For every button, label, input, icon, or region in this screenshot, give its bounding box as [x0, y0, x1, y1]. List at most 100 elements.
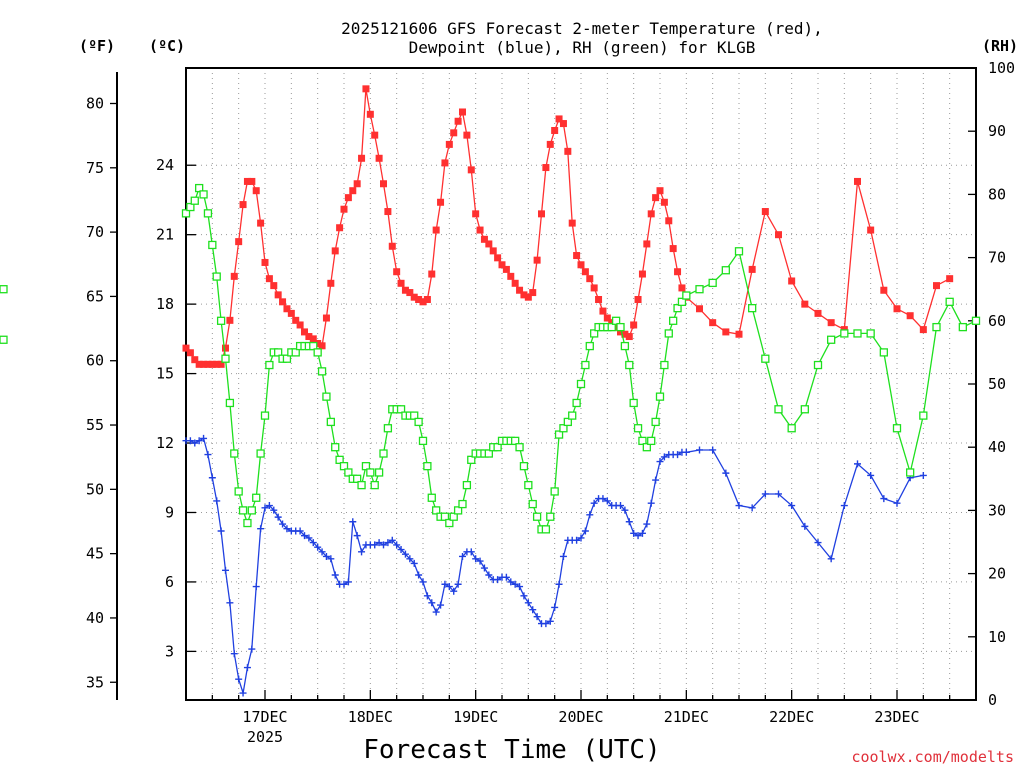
dewpoint-point: [625, 518, 633, 526]
dewpoint-line: [186, 437, 924, 694]
rh-point: [673, 304, 682, 313]
rh-point: [550, 487, 559, 496]
rh-tick-label: 50: [988, 375, 1006, 393]
celsius-tick-label: 12: [156, 434, 174, 452]
temperature-point: [854, 177, 861, 185]
tick-labels: 3 6 9 12 15 18 21 24 35 40 45 50 55 60 65 70 75 80 0 10 20 30…: [86, 59, 1015, 746]
temperature-point: [722, 328, 730, 336]
rh-point: [669, 316, 678, 325]
dewpoint-point: [814, 539, 822, 547]
rh-point: [853, 329, 862, 338]
dewpoint-point: [415, 571, 423, 579]
temperature-point: [441, 159, 449, 167]
celsius-tick-label: 6: [165, 573, 174, 591]
temperature-point: [301, 328, 308, 336]
credit-link[interactable]: coolwx.com/modelts: [851, 748, 1014, 766]
dewpoint-point: [200, 434, 208, 442]
dewpoint-point: [652, 476, 660, 484]
rh-series: [0, 183, 981, 534]
rh-point: [357, 480, 366, 490]
dewpoint-point: [441, 580, 449, 588]
dewpoint-point: [867, 471, 875, 479]
temperature-point: [423, 296, 431, 304]
temperature-point: [586, 275, 594, 283]
rh-point: [734, 247, 744, 256]
dewpoint-point: [375, 539, 383, 547]
rh-tick-label: 70: [988, 249, 1006, 267]
temperature-point: [634, 296, 642, 304]
rh-point: [695, 285, 704, 294]
dewpoint-point: [682, 448, 690, 456]
temperature-point: [415, 296, 423, 304]
temperature-point: [336, 224, 344, 232]
rh-point: [467, 455, 476, 464]
temperature-point: [283, 305, 291, 313]
rh-point: [396, 405, 406, 414]
dewpoint-point: [621, 506, 629, 514]
fahrenheit-tick-label: 50: [86, 480, 104, 498]
temperature-point: [195, 360, 203, 368]
dewpoint-point: [775, 490, 782, 498]
rh-point: [682, 291, 691, 300]
rh-point: [563, 417, 572, 427]
rh-point: [339, 462, 349, 471]
rh-point: [190, 196, 199, 205]
rh-point: [840, 329, 849, 338]
rh-point: [462, 480, 472, 490]
rh-point: [186, 202, 195, 212]
dewpoint-point: [472, 555, 480, 563]
rh-point: [625, 360, 634, 370]
dewpoint-point: [239, 689, 247, 697]
dewpoint-point: [660, 453, 668, 461]
temperature-point: [551, 127, 559, 135]
data-series: [0, 85, 981, 697]
plot-frame: [185, 67, 977, 701]
dewpoint-point: [265, 502, 273, 510]
dewpoint-point: [467, 548, 475, 556]
rh-point: [274, 348, 283, 357]
temperature-point: [314, 339, 322, 347]
dewpoint-point: [634, 532, 642, 540]
rh-point: [370, 480, 379, 490]
rh-point: [647, 436, 656, 446]
temperature-point: [186, 349, 194, 357]
temperature-point: [235, 238, 243, 246]
rh-point: [414, 417, 423, 427]
temperature-point: [204, 360, 212, 368]
temperature-point: [595, 296, 603, 304]
rh-point: [0, 285, 8, 294]
temperature-point: [625, 333, 633, 341]
rh-point: [353, 474, 362, 483]
dewpoint-point: [511, 580, 519, 588]
rh-point: [212, 272, 221, 281]
dewpoint-point: [344, 578, 352, 586]
dewpoint-point: [243, 664, 251, 672]
celsius-tick-label: 3: [165, 642, 174, 660]
dewpoint-point: [445, 583, 453, 591]
rh-point: [260, 411, 270, 420]
temperature-point: [375, 154, 383, 162]
temperature-point: [652, 194, 660, 202]
fahrenheit-tick-label: 60: [86, 352, 104, 370]
rh-point: [181, 209, 191, 218]
rh-point: [585, 341, 594, 351]
x-tick-sublabel: 2025: [247, 728, 283, 746]
temperature-point: [419, 298, 427, 306]
temperature-point: [581, 268, 589, 276]
rh-point: [892, 424, 902, 433]
dewpoint-point: [261, 504, 269, 512]
rh-point: [787, 424, 796, 433]
dewpoint-point: [450, 587, 458, 595]
dewpoint-point: [630, 529, 638, 537]
dewpoint-point: [384, 539, 392, 547]
dewpoint-point: [643, 520, 651, 528]
rh-unit-label: (RH): [982, 37, 1018, 55]
celsius-tick-label: 21: [156, 226, 174, 244]
rh-point: [515, 443, 524, 452]
dewpoint-point: [533, 613, 541, 621]
rh-point: [528, 499, 537, 509]
temperature-point: [788, 277, 796, 285]
temperature-point: [933, 282, 940, 290]
temperature-point: [305, 333, 313, 341]
rh-point: [633, 424, 643, 433]
